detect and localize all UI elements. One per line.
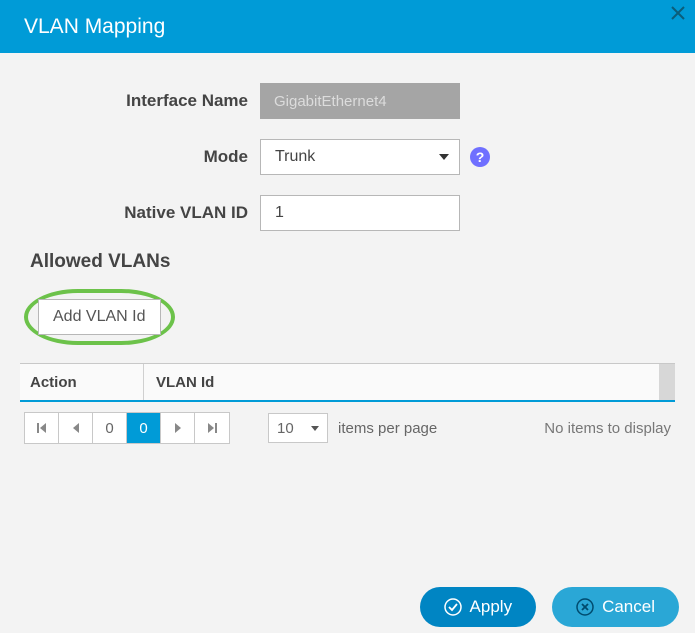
apply-button[interactable]: Apply — [420, 587, 537, 627]
check-circle-icon — [444, 598, 462, 616]
pager-page-input[interactable]: 0 — [93, 413, 127, 443]
modal-header: VLAN Mapping — [0, 0, 695, 53]
close-icon[interactable] — [671, 6, 685, 20]
pager-next-icon[interactable] — [161, 413, 195, 443]
pager-last-icon[interactable] — [195, 413, 229, 443]
column-header-action: Action — [20, 364, 144, 400]
page-size-value: 10 — [277, 420, 294, 437]
pager-prev-icon[interactable] — [59, 413, 93, 443]
empty-state-text: No items to display — [544, 420, 671, 437]
help-icon[interactable]: ? — [470, 147, 490, 167]
row-interface-name: Interface Name — [20, 83, 675, 119]
mode-select-value: Trunk — [275, 148, 315, 166]
modal-body: Interface Name Mode Trunk ? Native VLAN … — [0, 53, 695, 444]
apply-button-label: Apply — [470, 597, 513, 617]
page-size-control: 10 items per page — [268, 413, 437, 443]
cancel-button-label: Cancel — [602, 597, 655, 617]
page-size-select[interactable]: 10 — [268, 413, 328, 443]
chevron-down-icon — [311, 426, 319, 431]
cancel-button[interactable]: Cancel — [552, 587, 679, 627]
row-mode: Mode Trunk ? — [20, 139, 675, 175]
modal-title: VLAN Mapping — [24, 15, 165, 39]
row-native-vlan: Native VLAN ID — [20, 195, 675, 231]
column-header-vlan-id: VLAN Id — [144, 374, 659, 391]
allowed-vlans-title: Allowed VLANs — [30, 251, 675, 273]
allowed-vlans-table: Action VLAN Id — [20, 363, 675, 402]
add-vlan-highlight-ring: Add VLAN Id — [24, 289, 175, 345]
native-vlan-label: Native VLAN ID — [20, 203, 260, 223]
table-header-row: Action VLAN Id — [20, 364, 675, 400]
mode-select[interactable]: Trunk — [260, 139, 460, 175]
chevron-down-icon — [439, 154, 449, 160]
pager-current-page[interactable]: 0 — [127, 413, 161, 443]
add-vlan-id-button[interactable]: Add VLAN Id — [38, 299, 161, 335]
pagination-bar: 0 0 10 items per page No items to displa… — [20, 402, 675, 444]
interface-name-field — [260, 83, 460, 119]
page-size-label: items per page — [338, 420, 437, 437]
interface-name-label: Interface Name — [20, 91, 260, 111]
native-vlan-field[interactable] — [260, 195, 460, 231]
modal-footer: Apply Cancel — [420, 587, 679, 627]
x-circle-icon — [576, 598, 594, 616]
mode-label: Mode — [20, 147, 260, 167]
table-scrollbar-gutter — [659, 364, 675, 400]
pager-first-icon[interactable] — [25, 413, 59, 443]
pager-group: 0 0 — [24, 412, 230, 444]
